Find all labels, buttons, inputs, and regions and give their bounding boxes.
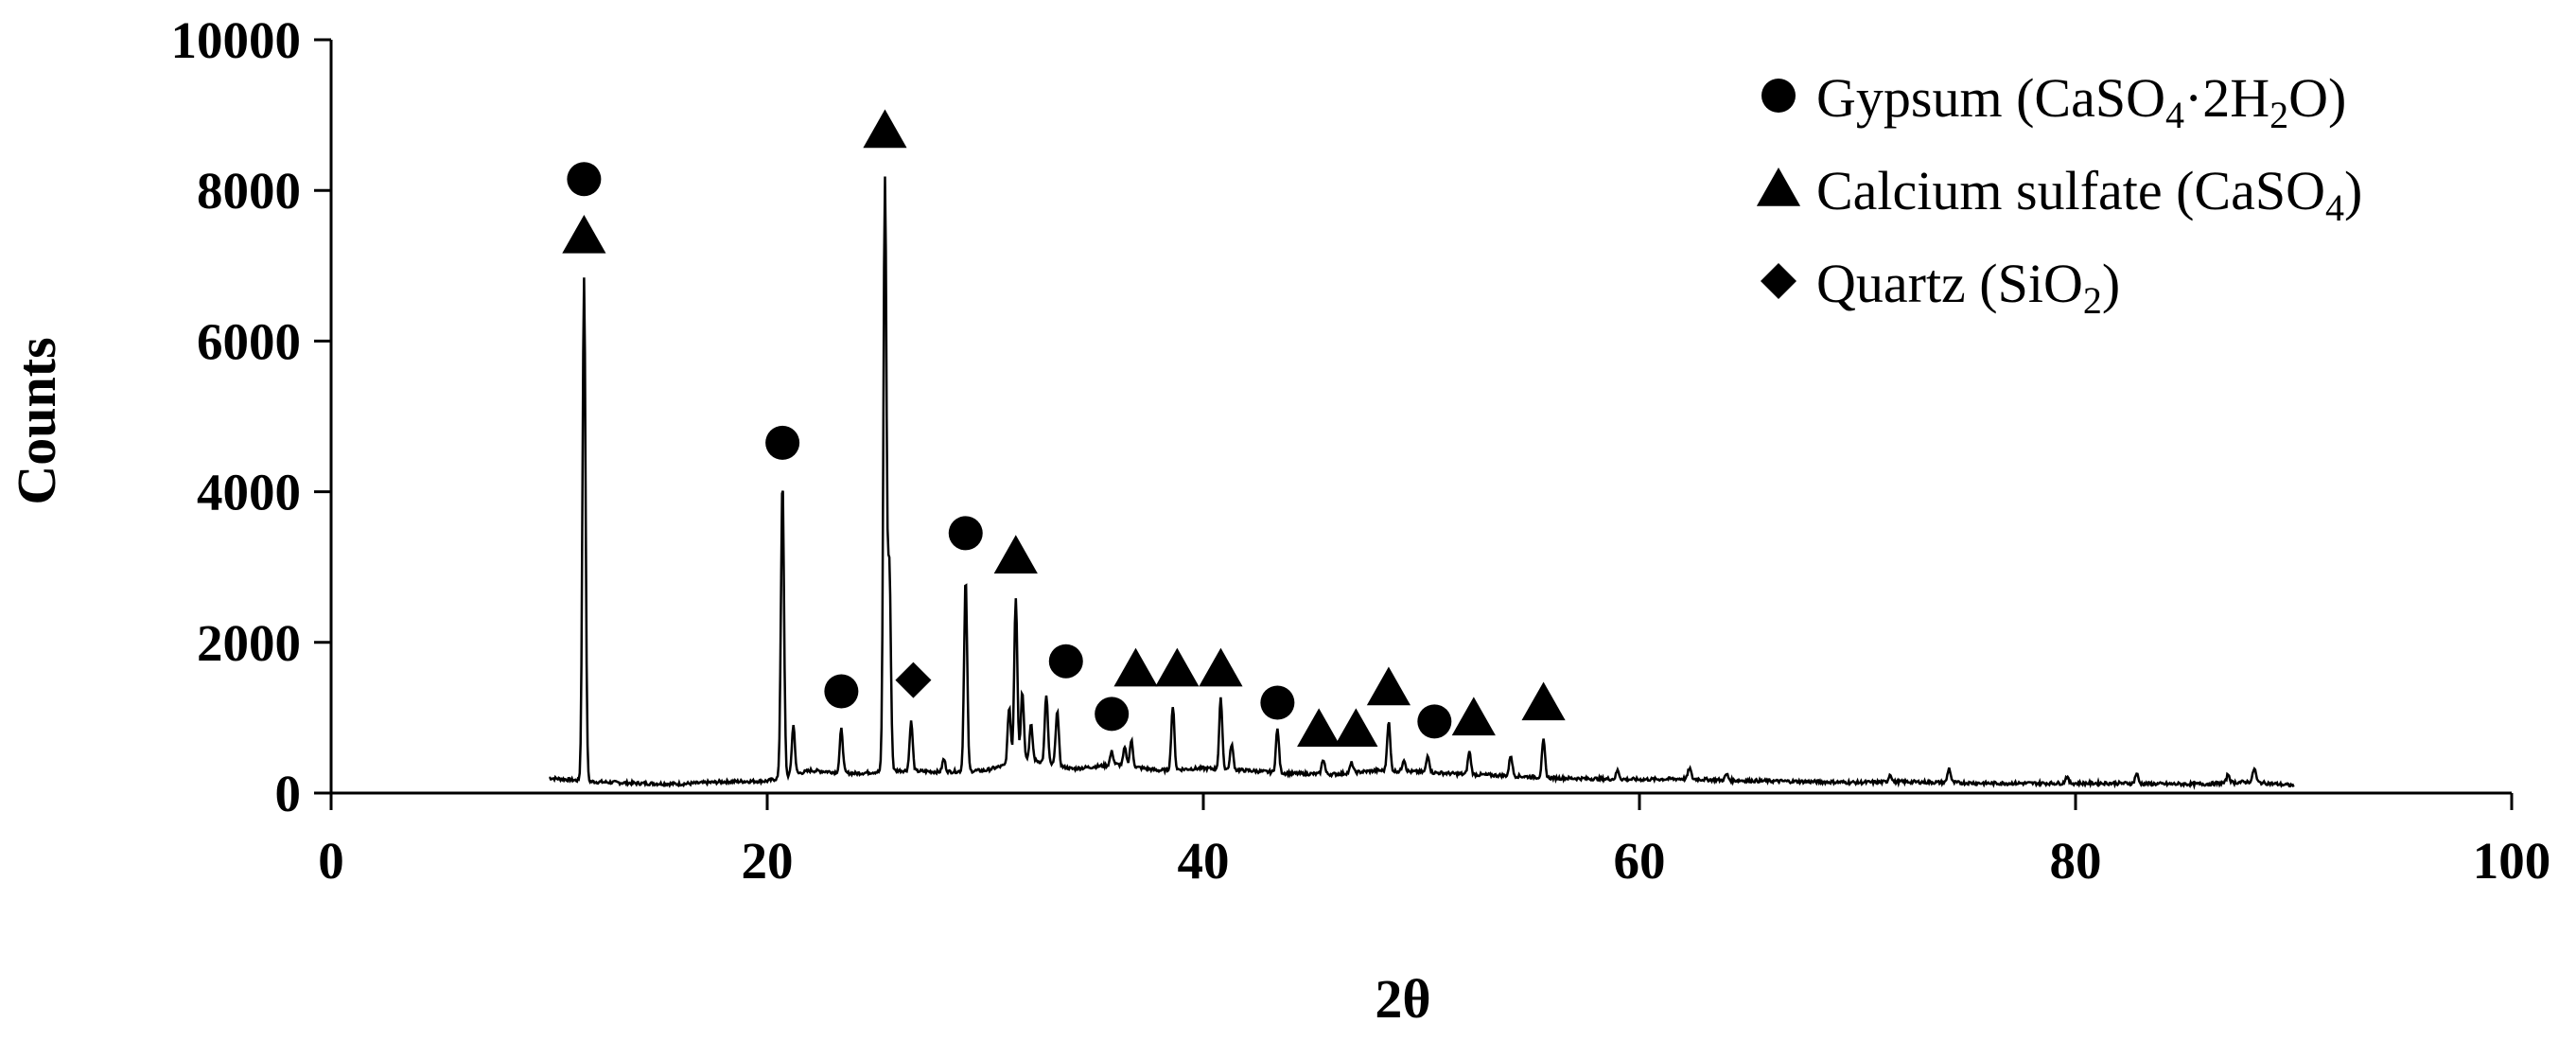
xrd-pattern-line xyxy=(549,176,2295,790)
y-tick-label: 10000 xyxy=(171,11,302,69)
triangle-peak-marker xyxy=(993,535,1038,573)
x-tick-label: 80 xyxy=(2050,832,2102,890)
triangle-peak-marker xyxy=(1155,647,1200,687)
x-tick-label: 0 xyxy=(318,832,344,890)
triangle-peak-marker xyxy=(1334,708,1378,748)
y-tick-label: 2000 xyxy=(197,614,301,672)
legend: Gypsum (CaSO4·2H2O) Calcium sulfate (CaSO… xyxy=(1756,67,2362,322)
x-axis-title: 2θ xyxy=(1375,968,1430,1030)
triangle-peak-marker xyxy=(562,214,606,254)
triangle-peak-marker xyxy=(1113,647,1158,687)
y-axis-title: Counts xyxy=(6,337,67,504)
x-tick-label: 100 xyxy=(2473,832,2551,890)
triangle-peak-marker xyxy=(1451,697,1496,736)
circle-peak-marker xyxy=(824,674,859,709)
diamond-peak-marker xyxy=(895,662,932,698)
triangle-peak-marker xyxy=(1366,666,1411,706)
circle-peak-marker xyxy=(1048,644,1083,679)
y-tick-label: 6000 xyxy=(197,312,301,370)
circle-peak-marker xyxy=(765,425,800,460)
circle-peak-marker xyxy=(948,516,983,551)
x-tick-label: 40 xyxy=(1178,832,1230,890)
legend-label: Quartz (SiO2) xyxy=(1816,253,2120,322)
triangle-peak-marker xyxy=(1297,708,1341,748)
legend-label: Calcium sulfate (CaSO4) xyxy=(1816,160,2362,229)
x-tick-label: 60 xyxy=(1614,832,1666,890)
triangle-peak-marker xyxy=(1521,681,1566,721)
triangle-peak-marker xyxy=(863,109,907,149)
y-tick-label: 0 xyxy=(275,765,302,822)
circle-peak-marker xyxy=(1260,685,1295,720)
legend-label: Gypsum (CaSO4·2H2O) xyxy=(1816,67,2346,136)
x-tick-label: 20 xyxy=(742,832,794,890)
diamond-legend-icon xyxy=(1761,263,1796,299)
circle-legend-icon xyxy=(1761,79,1796,113)
triangle-legend-icon xyxy=(1756,168,1801,206)
circle-peak-marker xyxy=(1417,704,1452,739)
triangle-peak-marker xyxy=(1199,647,1243,687)
axes xyxy=(314,38,2514,810)
tick-labels: 0 2000 4000 6000 8000 10000 0 20 40 60 80 100 xyxy=(171,11,2551,890)
y-tick-label: 4000 xyxy=(197,464,301,521)
y-tick-label: 8000 xyxy=(197,162,301,220)
circle-peak-marker xyxy=(1095,697,1130,732)
peak-markers xyxy=(562,109,1566,748)
circle-peak-marker xyxy=(567,162,602,197)
